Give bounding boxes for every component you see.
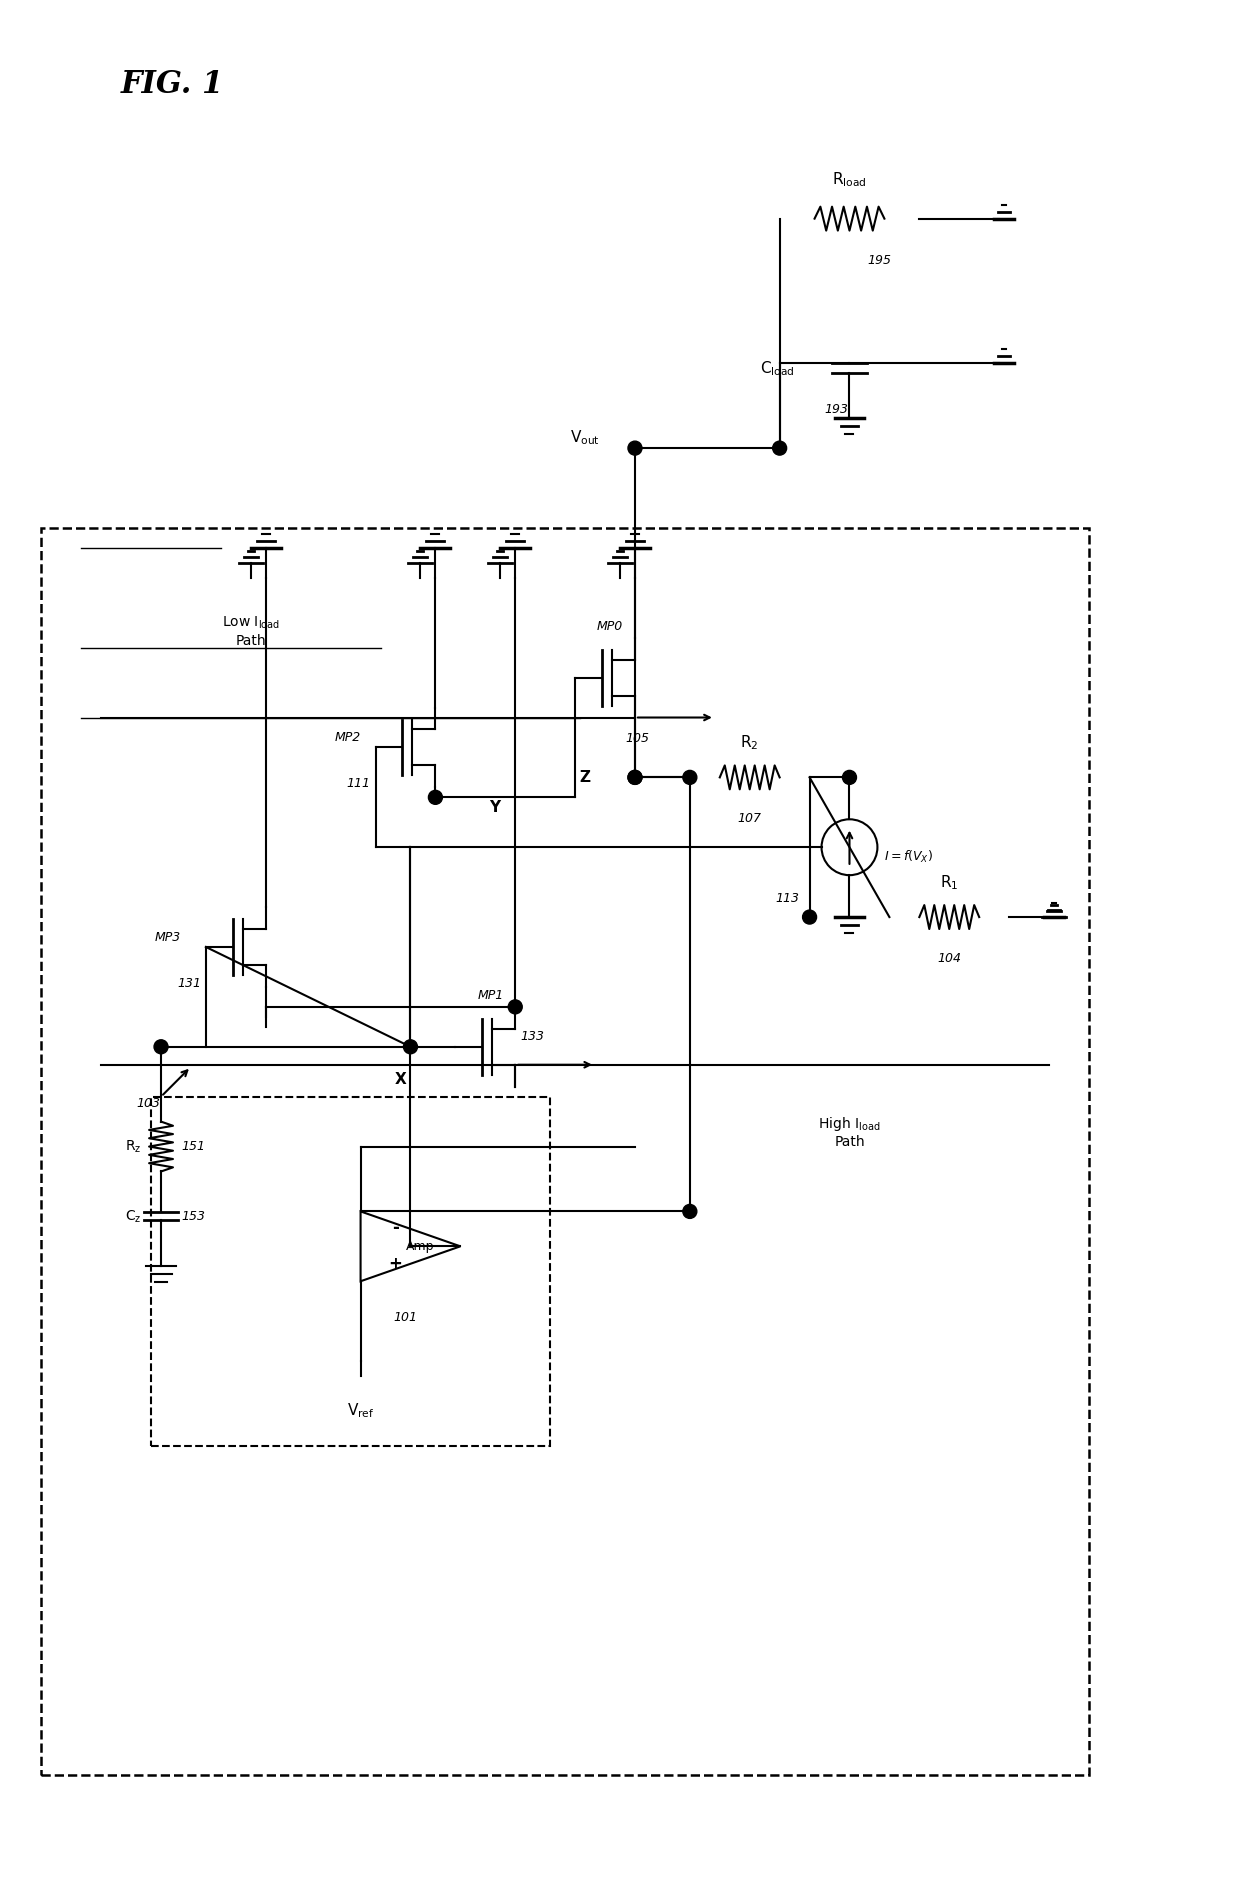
Text: $\mathregular{R_z}$: $\mathregular{R_z}$ [125, 1138, 141, 1155]
Text: +: + [388, 1256, 403, 1273]
Text: FIG. 1: FIG. 1 [122, 68, 224, 101]
Text: MP2: MP2 [335, 730, 361, 744]
Text: MP1: MP1 [477, 988, 503, 1002]
Text: 105: 105 [625, 732, 649, 746]
Text: 107: 107 [738, 812, 761, 825]
Text: $\mathregular{R_1}$: $\mathregular{R_1}$ [940, 873, 959, 892]
Circle shape [802, 911, 817, 924]
Text: -: - [392, 1220, 399, 1237]
Text: X: X [394, 1072, 407, 1087]
Circle shape [842, 770, 857, 783]
Circle shape [429, 791, 443, 804]
Text: $\mathregular{V_{ref}}$: $\mathregular{V_{ref}}$ [347, 1402, 374, 1419]
Text: 103: 103 [136, 1096, 160, 1110]
Circle shape [508, 1000, 522, 1013]
Text: 195: 195 [868, 254, 892, 267]
Text: $\mathregular{V_{out}}$: $\mathregular{V_{out}}$ [570, 429, 600, 448]
Circle shape [627, 770, 642, 783]
Text: MP3: MP3 [155, 931, 181, 943]
Text: $\mathregular{C_z}$: $\mathregular{C_z}$ [125, 1208, 141, 1225]
Text: $\mathregular{R_{load}}$: $\mathregular{R_{load}}$ [832, 171, 867, 188]
Text: 131: 131 [177, 977, 201, 990]
Circle shape [683, 770, 697, 783]
Text: $\mathregular{R_2}$: $\mathregular{R_2}$ [740, 734, 759, 753]
Circle shape [627, 770, 642, 783]
Circle shape [773, 442, 786, 455]
Text: Low $\mathregular{I_{load}}$
Path: Low $\mathregular{I_{load}}$ Path [222, 615, 280, 647]
Text: High $\mathregular{I_{load}}$
Path: High $\mathregular{I_{load}}$ Path [818, 1115, 880, 1150]
Text: $\mathregular{C_{load}}$: $\mathregular{C_{load}}$ [760, 359, 795, 378]
Circle shape [627, 442, 642, 455]
Text: 193: 193 [825, 404, 848, 415]
Text: 153: 153 [181, 1210, 205, 1224]
Circle shape [403, 1040, 418, 1053]
Circle shape [683, 1205, 697, 1218]
Text: $I = f(V_X)$: $I = f(V_X)$ [884, 850, 934, 865]
Text: Y: Y [489, 801, 500, 816]
Text: Amp: Amp [407, 1241, 435, 1252]
Text: 151: 151 [181, 1140, 205, 1153]
Circle shape [154, 1040, 167, 1053]
Text: 133: 133 [521, 1030, 544, 1043]
Text: MP0: MP0 [596, 620, 624, 634]
Text: Z: Z [579, 770, 590, 785]
Text: 113: 113 [775, 892, 800, 905]
Text: 104: 104 [937, 952, 961, 966]
Text: 101: 101 [393, 1311, 418, 1324]
Text: 111: 111 [346, 778, 371, 791]
